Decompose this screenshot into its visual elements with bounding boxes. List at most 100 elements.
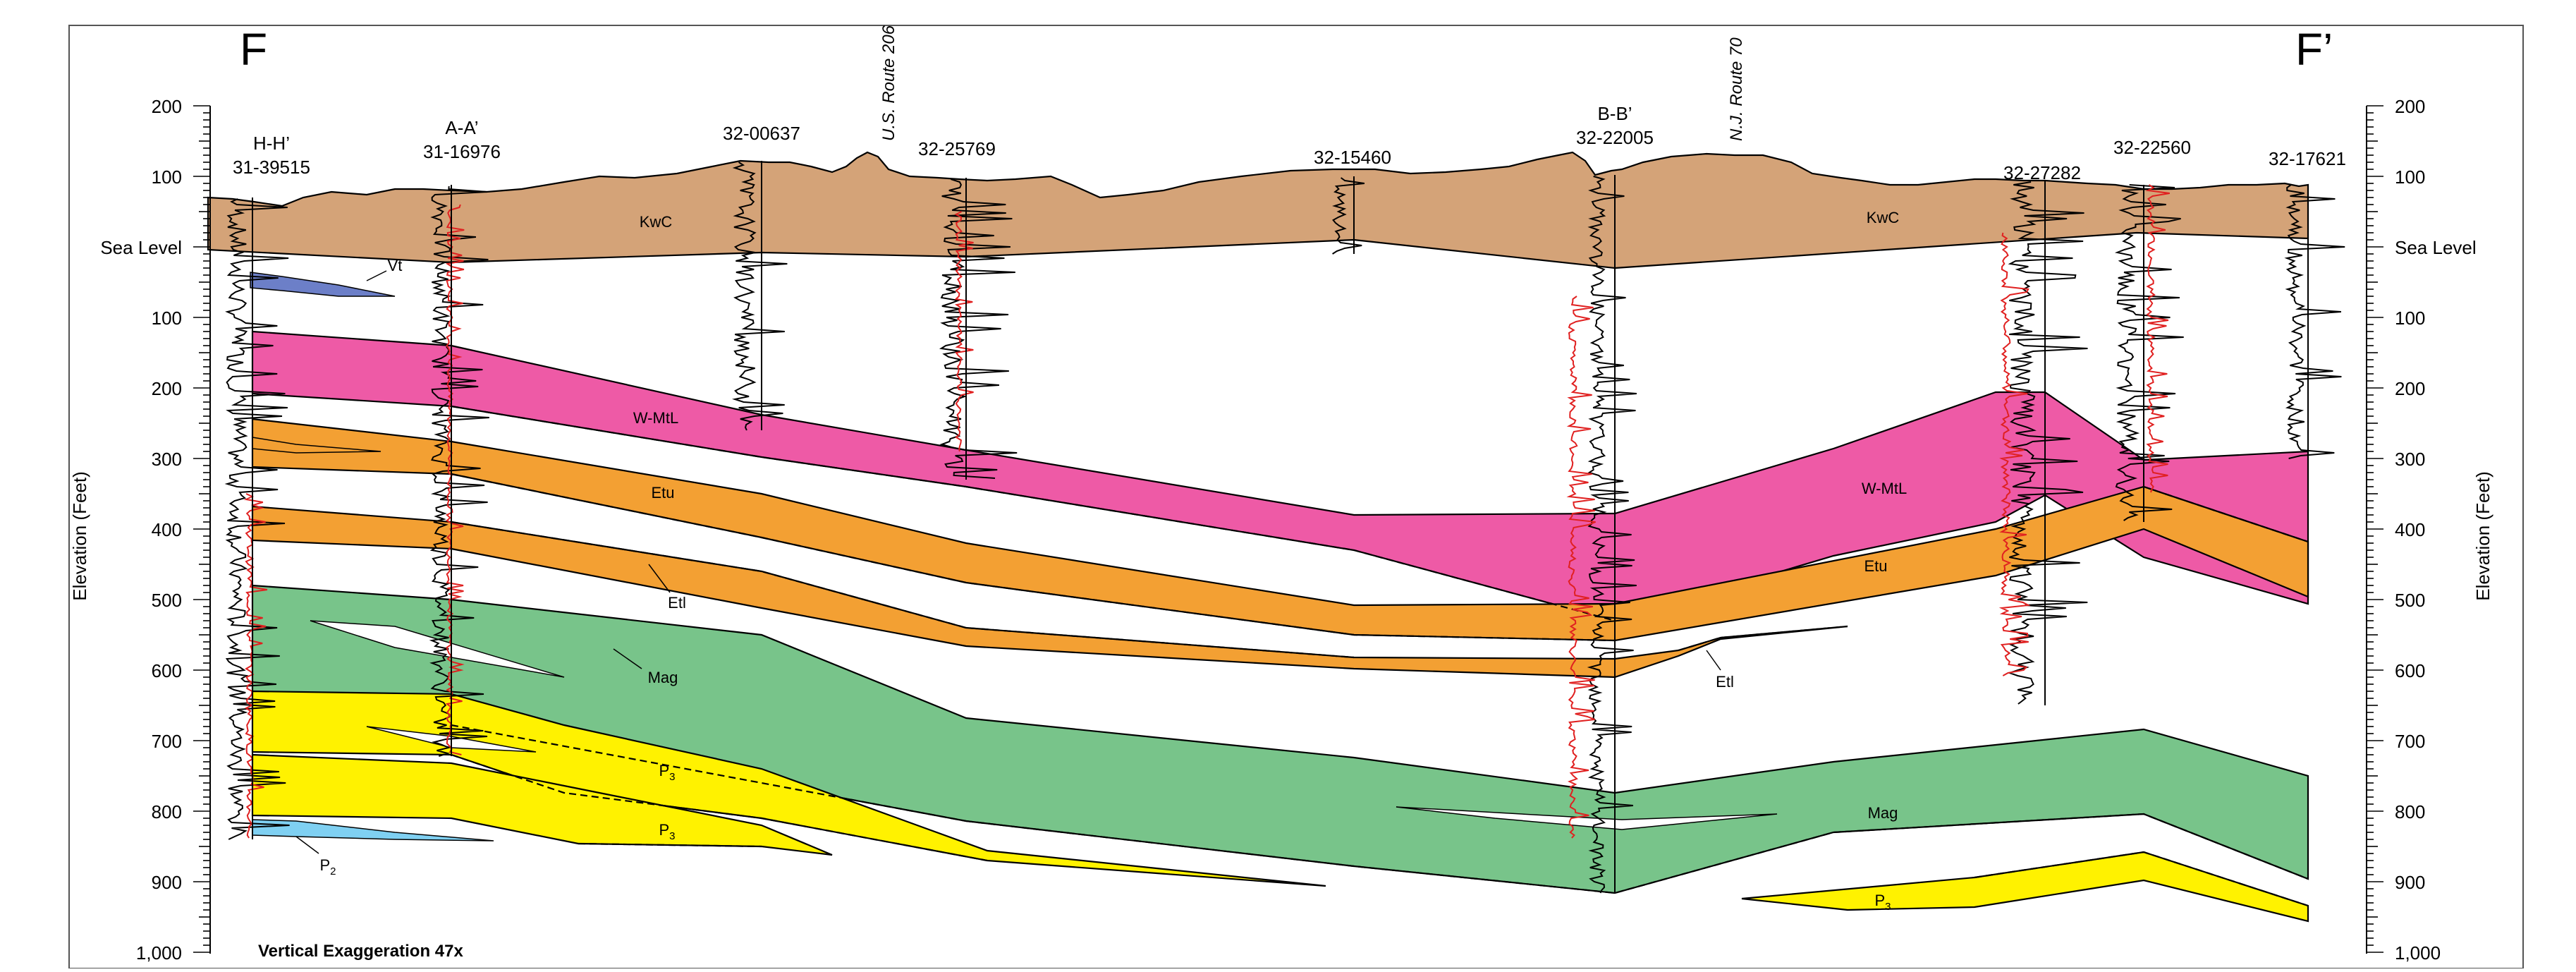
mag-lens-2	[1396, 806, 1778, 830]
vertical-exaggeration-note: Vertical Exaggeration 47x	[258, 942, 463, 961]
mag-top-dash	[451, 724, 967, 822]
vt-layer	[250, 272, 396, 297]
resistivity-log-32-27282	[1998, 232, 2031, 676]
well-id-32-22005: 32-22005	[1576, 127, 1654, 148]
resistivity-log-32-22005	[1566, 296, 1596, 839]
left-tick-label-500: 500	[152, 590, 182, 611]
kwc-layer	[207, 151, 2309, 269]
well-cross-31-39515: H-H’	[253, 133, 290, 154]
left-axis-title: Elevation (Feet)	[69, 471, 90, 601]
well-cross-31-16976: A-A’	[445, 117, 478, 138]
p2-layer	[252, 819, 494, 842]
left-tick-label-200-above: 200	[152, 96, 182, 117]
left-tick-label-900: 900	[152, 872, 182, 893]
unit-label-wmtl-left: W-MtL	[633, 409, 678, 427]
right-tick-label-200: 200	[2395, 378, 2425, 399]
unit-label-p2: P2	[319, 856, 336, 877]
section-label-right: F’	[2295, 24, 2333, 75]
left-tick-label-200: 200	[152, 378, 182, 399]
vt-leader	[366, 270, 387, 281]
route-label-nj-70: N.J. Route 70	[1727, 37, 1746, 141]
unit-label-etu-right: Etu	[1864, 557, 1887, 575]
well-id-32-22560: 32-22560	[2113, 137, 2191, 158]
right-sea-level-label: Sea Level	[2395, 237, 2477, 258]
wmtl-base-dash	[451, 405, 1616, 622]
gamma-log-32-17621	[2284, 184, 2345, 459]
gamma-log-32-25769	[939, 178, 1018, 479]
right-tick-label-100-above: 100	[2395, 166, 2425, 188]
unit-label-p3-1: P3	[659, 762, 675, 783]
etl-dash-right	[1678, 625, 1848, 652]
etu-base-dash-right	[2143, 485, 2309, 543]
mag-lens	[310, 620, 565, 678]
unit-label-p3-right: P3	[1874, 892, 1891, 913]
well-id-32-15460: 32-15460	[1314, 147, 1391, 168]
left-sea-level-label: Sea Level	[100, 237, 182, 258]
right-tick-label-1000: 1,000	[2395, 942, 2441, 964]
right-tick-label-200-above: 200	[2395, 96, 2425, 117]
unit-label-p3-2: P3	[659, 821, 675, 842]
left-tick-label-100-above: 100	[152, 166, 182, 188]
gamma-log-32-27282	[2007, 181, 2088, 705]
well-id-32-25769: 32-25769	[918, 138, 996, 159]
right-tick-label-600: 600	[2395, 660, 2425, 681]
etl-leader-left	[648, 564, 671, 593]
mag-leader-left	[613, 648, 642, 669]
right-elevation-axis	[2366, 105, 2383, 954]
gamma-log-31-39515	[224, 198, 290, 840]
right-tick-label-400: 400	[2395, 519, 2425, 540]
unit-label-wmtl-right: W-MtL	[1862, 480, 1907, 497]
well-id-32-17621: 32-17621	[2269, 148, 2346, 169]
unit-label-vt: Vt	[388, 257, 403, 274]
resistivity-log-31-16976	[445, 204, 465, 755]
unit-label-mag-left: Mag	[648, 669, 678, 686]
left-tick-label-800: 800	[152, 801, 182, 822]
well-logs	[224, 162, 2345, 894]
p3-layer-2	[251, 753, 833, 856]
gamma-log-32-00637	[732, 162, 788, 431]
left-tick-label-400: 400	[152, 519, 182, 540]
unit-label-etu-left: Etu	[651, 484, 674, 502]
right-tick-label-100: 100	[2395, 308, 2425, 329]
unit-label-kwc-right: KwC	[1867, 209, 1900, 226]
p3-dash-1	[451, 753, 988, 862]
left-tick-label-300: 300	[152, 449, 182, 470]
p3-layer-right	[1741, 851, 2309, 923]
right-axis-title: Elevation (Feet)	[2472, 471, 2493, 601]
route-label-us-206: U.S. Route 206	[879, 25, 898, 141]
section-label-left: F	[240, 24, 267, 75]
etl-top-dash	[451, 521, 1355, 659]
p2-leader	[295, 836, 319, 854]
left-elevation-axis	[193, 105, 211, 954]
well-id-31-39515: 31-39515	[233, 157, 310, 178]
gamma-log-32-22560	[2114, 184, 2184, 521]
right-tick-label-700: 700	[2395, 731, 2425, 752]
right-tick-label-800: 800	[2395, 801, 2425, 822]
well-id-32-27282: 32-27282	[2003, 162, 2081, 183]
gamma-log-32-22005	[1587, 176, 1637, 894]
unit-label-mag-right: Mag	[1868, 804, 1898, 822]
right-tick-label-300: 300	[2395, 449, 2425, 470]
well-id-31-16976: 31-16976	[423, 141, 501, 162]
unit-label-etl-right: Etl	[1716, 673, 1734, 691]
gamma-log-32-15460	[1332, 177, 1365, 255]
well-id-32-00637: 32-00637	[723, 123, 800, 144]
left-tick-label-1000: 1,000	[136, 942, 182, 964]
resistivity-log-32-22560	[2145, 184, 2170, 493]
unit-label-kwc-left: KwC	[640, 213, 673, 231]
etu-base-dash	[451, 473, 1616, 642]
gamma-log-31-16976	[429, 186, 489, 757]
right-tick-label-900: 900	[2395, 872, 2425, 893]
right-tick-label-500: 500	[2395, 590, 2425, 611]
etl-leader-right	[1706, 650, 1721, 671]
left-tick-label-100: 100	[152, 308, 182, 329]
resistivity-log-32-25769	[954, 211, 974, 452]
unit-label-etl-left: Etl	[668, 594, 686, 612]
mag-base-dash	[965, 813, 2309, 894]
well-cross-32-22005: B-B’	[1597, 103, 1632, 124]
left-tick-label-600: 600	[152, 660, 182, 681]
left-tick-label-700: 700	[152, 731, 182, 752]
p3-dash-right	[1974, 851, 2309, 907]
